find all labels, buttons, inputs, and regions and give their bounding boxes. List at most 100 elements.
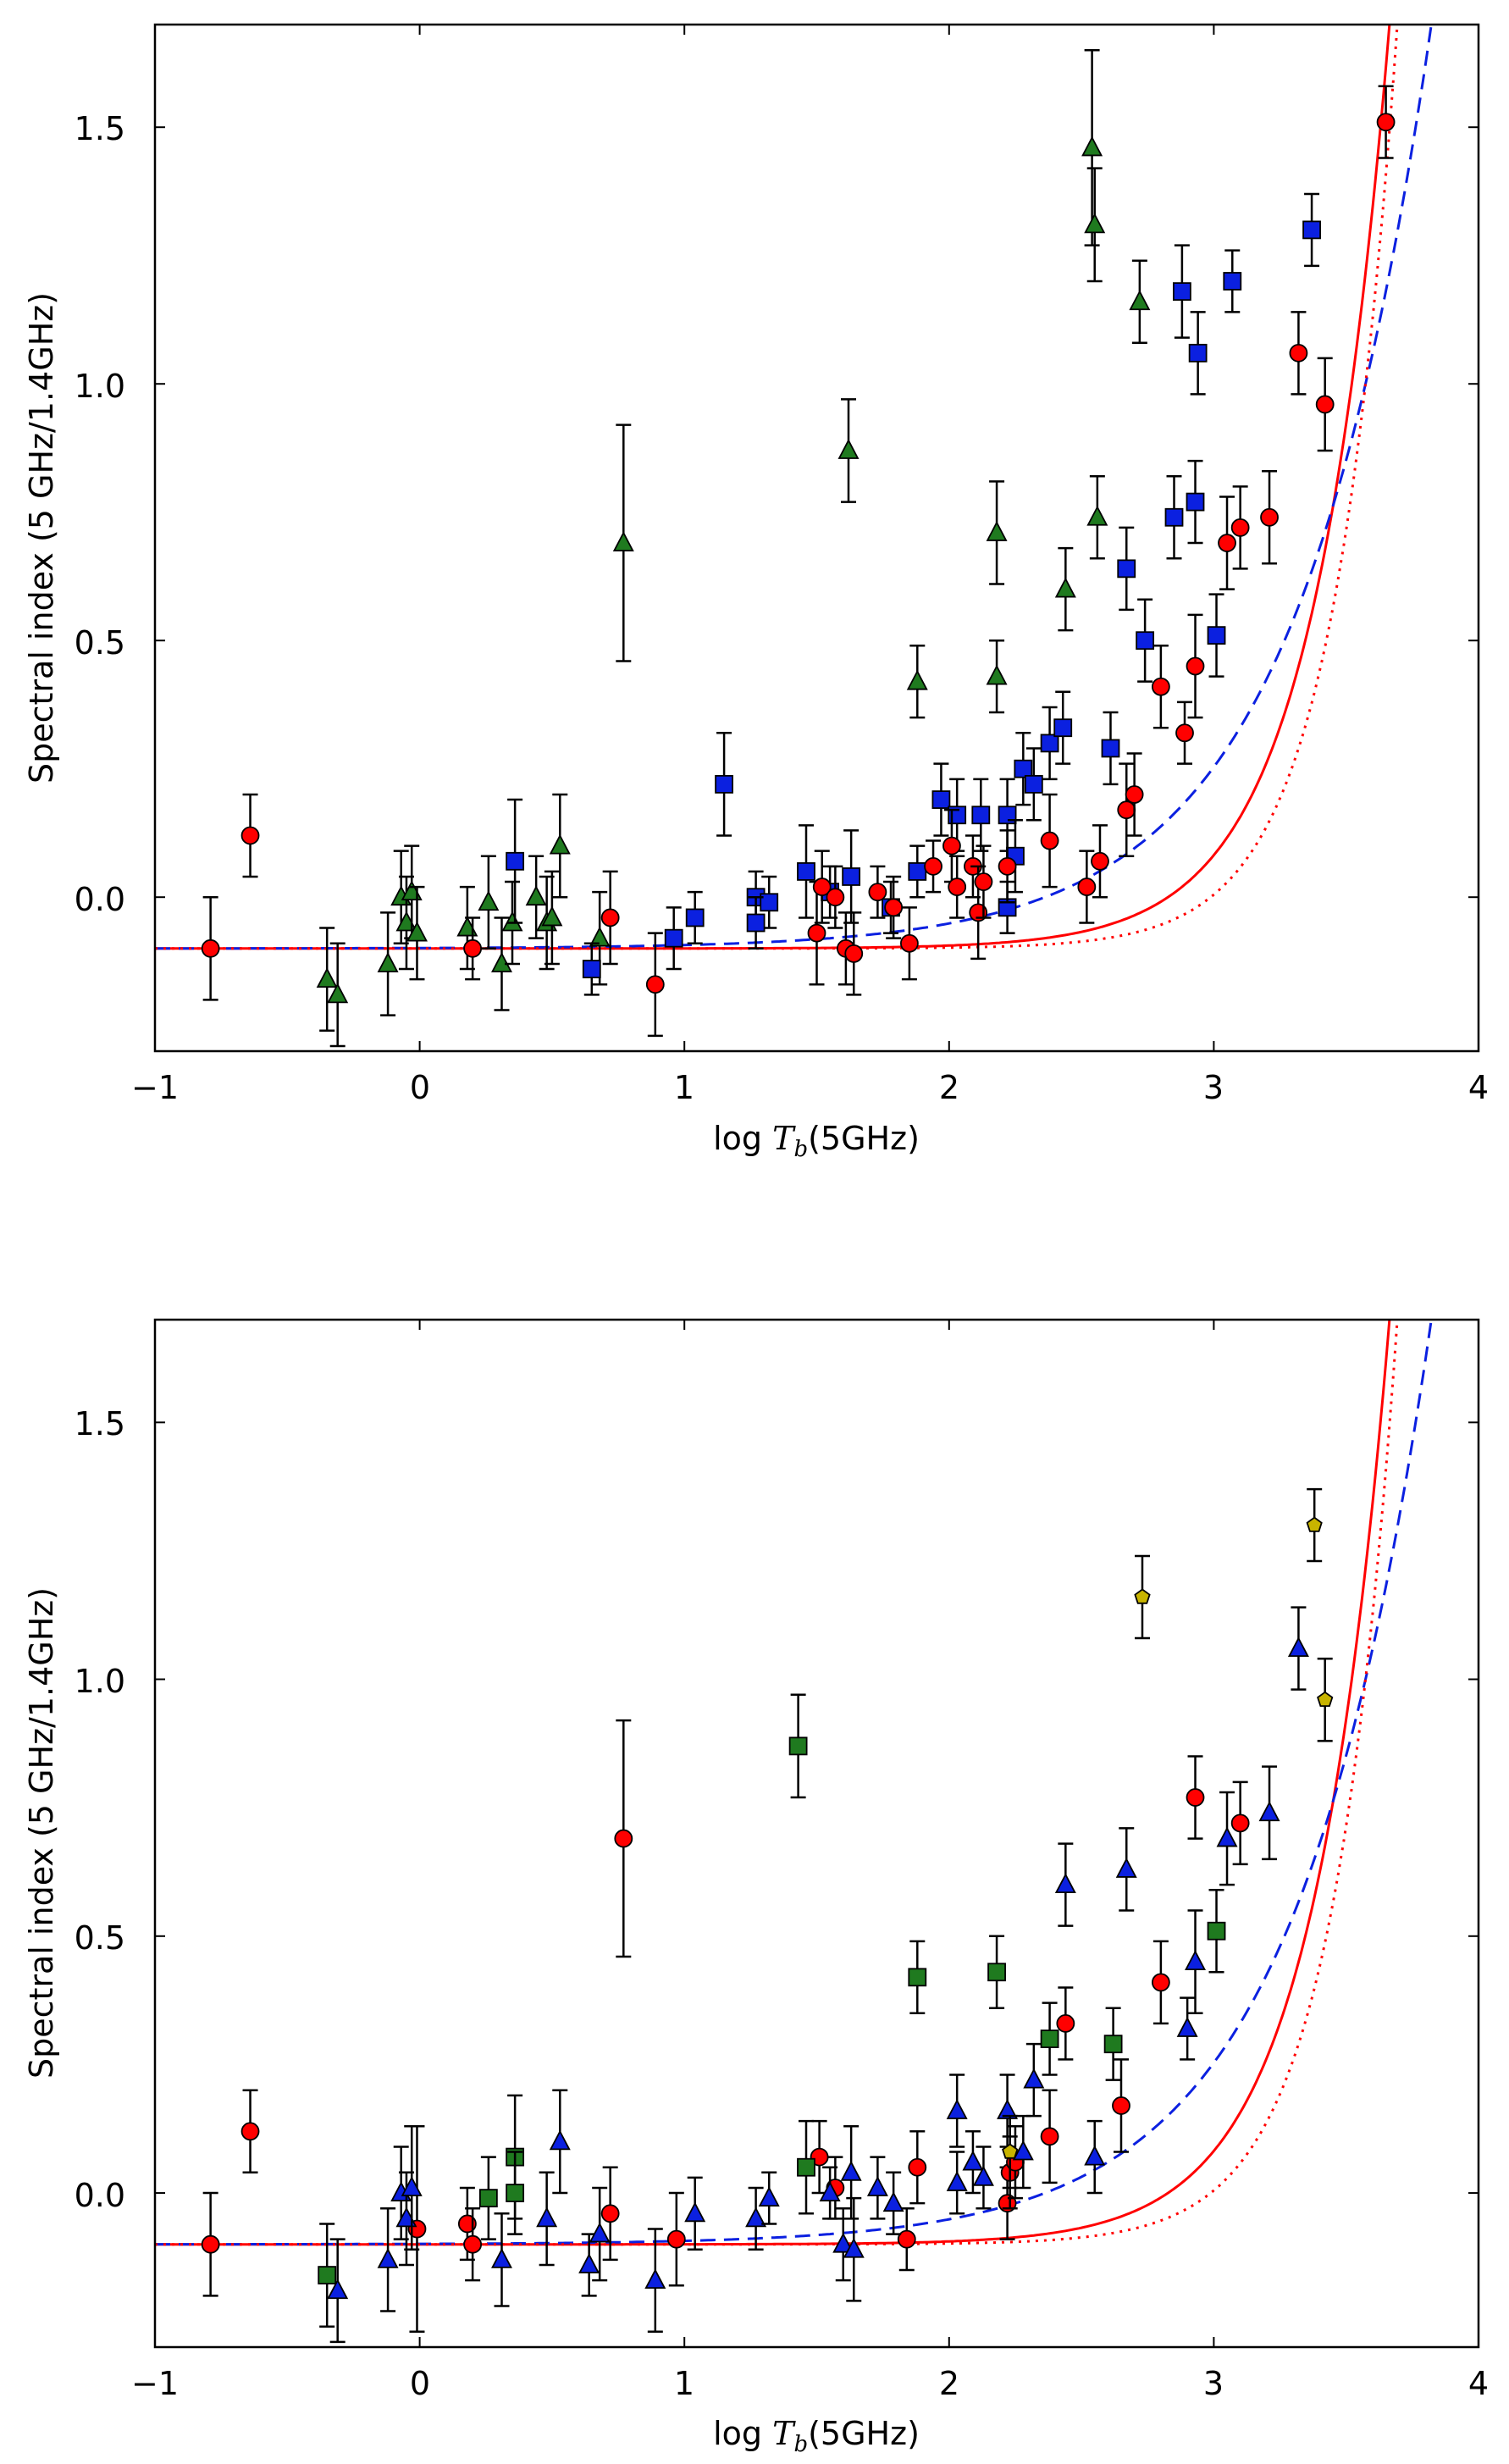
data-point [1101,711,1120,786]
circle-marker [812,878,832,896]
triangle-marker [997,2099,1019,2119]
triangle-marker [589,926,611,947]
data-point [819,2166,841,2220]
data-point [525,855,547,939]
square-marker [1207,1921,1226,1941]
data-point [1014,732,1033,806]
data-point [931,762,951,837]
data-point [240,2089,260,2174]
circle-marker [457,2214,477,2234]
square-marker [318,2266,337,2284]
data-point [377,2207,399,2312]
triangle-marker [377,2247,399,2268]
triangle-marker [406,921,428,942]
y-tick-label: 1.5 [75,1405,125,1442]
x-axis-title: log Tb(5GHz) [713,2415,920,2457]
data-point [1186,613,1205,719]
data-point [201,895,220,1001]
circle-marker [1175,723,1194,743]
y-tick-label: 0.5 [75,1919,125,1957]
data-point [478,855,500,950]
square-marker [1164,507,1184,527]
x-tick-label: 0 [410,2365,430,2402]
data-point [746,895,766,950]
x-tick-label: 2 [939,2365,959,2402]
circle-marker [1260,507,1279,527]
data-point [1024,747,1043,822]
circle-marker [974,872,993,891]
panel-top: 1.5 1.0 0.5 0.0 −1 0 1 2 3 4 log Tb(5GHz… [23,23,1489,1162]
circle-marker [240,2122,260,2141]
data-point [971,778,991,852]
square-marker [1172,282,1191,302]
y-tick-label: 1.0 [75,368,125,405]
triangle-marker [882,2191,904,2212]
pentagon-marker [1134,1588,1151,1604]
data-point [1287,1606,1309,1691]
x-tick-label: 1 [674,2365,694,2402]
axis-ticks-top [154,25,1479,1051]
data-point [318,2223,337,2328]
data-point [1258,1765,1280,1861]
triangle-marker [478,890,500,911]
data-point [840,2124,862,2220]
data-point [478,2156,498,2240]
fit-curves-bottom [155,1320,1433,2246]
triangle-marker [549,2129,571,2151]
data-point [541,870,563,966]
data-point [946,2074,968,2148]
data-point [377,911,399,1016]
x-tick-label: 2 [939,1069,959,1106]
pentagon-marker [1002,2143,1019,2159]
square-marker [987,1963,1006,1982]
data-point [1216,1791,1238,1886]
data-point [908,844,927,899]
triangle-marker [536,2207,558,2228]
circle-marker [1186,1788,1205,1807]
triangle-marker [758,2186,780,2207]
triangle-marker [491,952,512,972]
data-point [549,2089,571,2195]
circle-marker [1186,656,1205,676]
circle-marker [942,836,961,855]
circle-marker [600,2204,620,2223]
data-point [1040,793,1059,889]
square-marker [788,1736,808,1756]
data-point [1006,819,1025,894]
circle-marker [1230,518,1250,537]
data-point [684,2176,706,2251]
plot-frame-bottom [153,1318,1480,2349]
x-tick-label: 3 [1203,2365,1224,2402]
data-point [1084,167,1106,283]
x-tick-label: 4 [1468,1069,1489,1106]
data-point [906,645,928,719]
x-tick-label: 4 [1468,2365,1489,2402]
circle-marker [900,933,919,953]
triangle-marker [1258,1801,1280,1822]
circle-marker [666,2229,686,2249]
data-point [868,865,887,919]
data-point [1125,752,1144,837]
triangle-marker [837,439,860,459]
data-point [1151,645,1170,729]
triangle-marker [866,2176,888,2196]
y-tick-label: 1.0 [75,1663,125,1700]
data-point [1223,249,1242,313]
circle-marker [240,826,260,845]
data-point [1056,1986,1075,2061]
square-marker [908,862,927,881]
square-marker [1136,631,1155,651]
square-marker [1040,734,1059,753]
triangle-marker [525,885,547,906]
data-point [582,942,601,996]
data-point [1207,593,1226,678]
data-point [1103,2007,1123,2081]
triangle-marker [1185,1950,1207,1971]
y-tick-label: 0.0 [75,2177,125,2214]
axis-ticks-bottom [154,1320,1479,2347]
data-point [837,398,860,503]
dotted-red-fit-curve [155,1320,1399,2246]
data-point [797,2119,815,2215]
data-point [506,798,525,924]
triangle-marker [1176,2017,1198,2037]
